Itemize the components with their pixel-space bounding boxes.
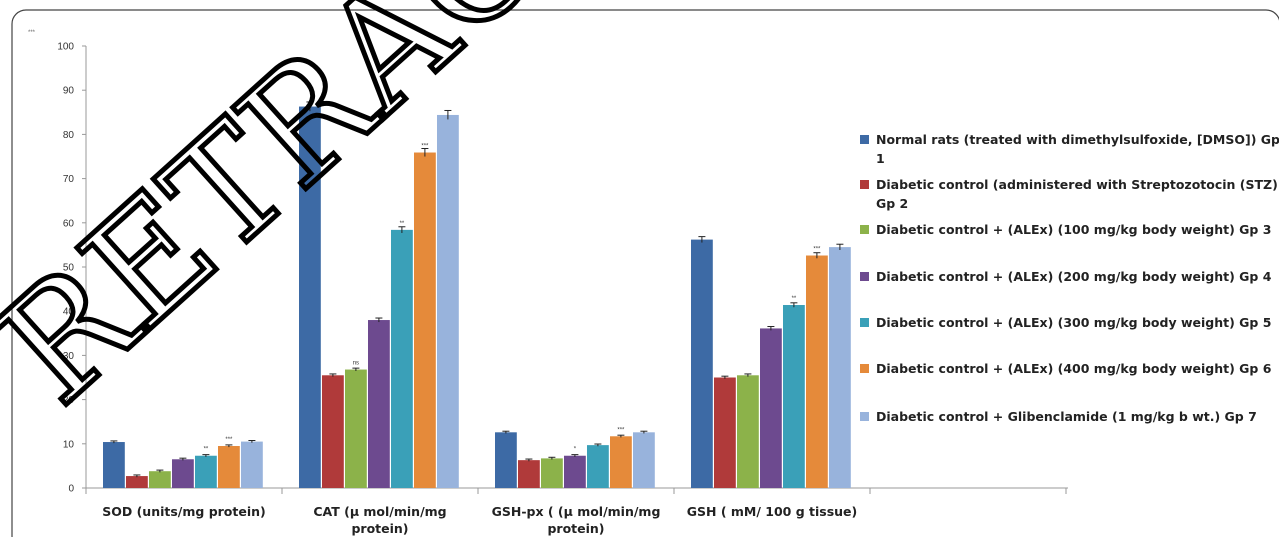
bar: [391, 229, 413, 488]
bar: [126, 476, 148, 488]
significance-label: ***: [225, 437, 233, 443]
bar: [414, 152, 436, 488]
category-label: GSH ( mM/ 100 g tissue): [687, 504, 858, 519]
corner-mark: ***: [28, 30, 36, 36]
legend-swatch: [860, 135, 869, 144]
y-tick-label: 20: [63, 395, 75, 406]
category-label: CAT (µ mol/min/mg: [313, 504, 446, 519]
category-label: SOD (units/mg protein): [102, 504, 266, 519]
significance-label: **: [792, 296, 797, 302]
bar: [541, 458, 563, 488]
bar: [437, 114, 459, 489]
significance-label: ***: [421, 144, 429, 150]
category-label: GSH-px ( (µ mol/min/mg: [492, 504, 661, 519]
legend-label: Diabetic control + (ALEx) (400 mg/kg bod…: [876, 361, 1272, 376]
bar: [172, 459, 194, 488]
significance-label: ns: [353, 361, 359, 367]
bar: [783, 305, 805, 488]
significance-label: ***: [617, 427, 625, 433]
bar: [345, 369, 367, 488]
y-tick-label: 100: [57, 42, 74, 53]
legend-label: Diabetic control + (ALEx) (100 mg/kg bod…: [876, 222, 1271, 237]
bar: [103, 442, 125, 488]
legend-swatch: [860, 412, 869, 421]
bar: [610, 436, 632, 488]
significance-label: **: [204, 447, 209, 453]
category-label: protein): [547, 521, 604, 536]
plot-area: 0 10 20 30 40 50 60 70 80 90 100 SOD (units/mg prot…: [57, 42, 1068, 536]
legend: Normal rats (treated with dimethylsulfox…: [860, 132, 1279, 424]
bar: [495, 432, 517, 488]
bar: [806, 255, 828, 488]
bar: [564, 455, 586, 488]
significance-label: *: [574, 447, 577, 453]
y-tick-label: 60: [63, 218, 75, 229]
bar: [829, 247, 851, 488]
y-tick-label: 50: [63, 263, 75, 274]
y-tick-label: 80: [63, 130, 75, 141]
legend-swatch: [860, 364, 869, 373]
bar: [518, 460, 540, 488]
bar: [322, 375, 344, 488]
bar: [760, 328, 782, 488]
bar: [714, 377, 736, 488]
bar: [737, 375, 759, 488]
chart-frame: [11, 9, 1279, 537]
legend-swatch: [860, 180, 869, 189]
y-tick-label: 90: [63, 86, 75, 97]
y-tick-label: 10: [63, 439, 75, 450]
legend-swatch: [860, 318, 869, 327]
significance-label: **: [400, 221, 405, 227]
bar: [633, 432, 655, 488]
category-label: protein): [351, 521, 408, 536]
bar: [195, 455, 217, 488]
bar: [299, 106, 321, 488]
bar: [241, 441, 263, 488]
significance-label: ***: [813, 247, 821, 253]
legend-swatch: [860, 272, 869, 281]
y-tick-label: 70: [63, 174, 75, 185]
y-tick-label: 30: [63, 351, 75, 362]
bar: [368, 320, 390, 488]
y-tick-label: 0: [68, 484, 74, 495]
legend-label: Gp 2: [876, 196, 908, 211]
legend-label: 1: [876, 151, 885, 166]
bar: [149, 471, 171, 488]
legend-label: Normal rats (treated with dimethylsulfox…: [876, 132, 1279, 147]
bar: [691, 239, 713, 488]
bar: [218, 446, 240, 488]
y-tick-label: 40: [63, 307, 75, 318]
bar: [587, 445, 609, 488]
legend-label: Diabetic control + (ALEx) (200 mg/kg bod…: [876, 269, 1272, 284]
legend-label: Diabetic control (administered with Stre…: [876, 177, 1278, 192]
legend-swatch: [860, 225, 869, 234]
legend-label: Diabetic control + Glibenclamide (1 mg/k…: [876, 409, 1257, 424]
legend-label: Diabetic control + (ALEx) (300 mg/kg bod…: [876, 315, 1271, 330]
